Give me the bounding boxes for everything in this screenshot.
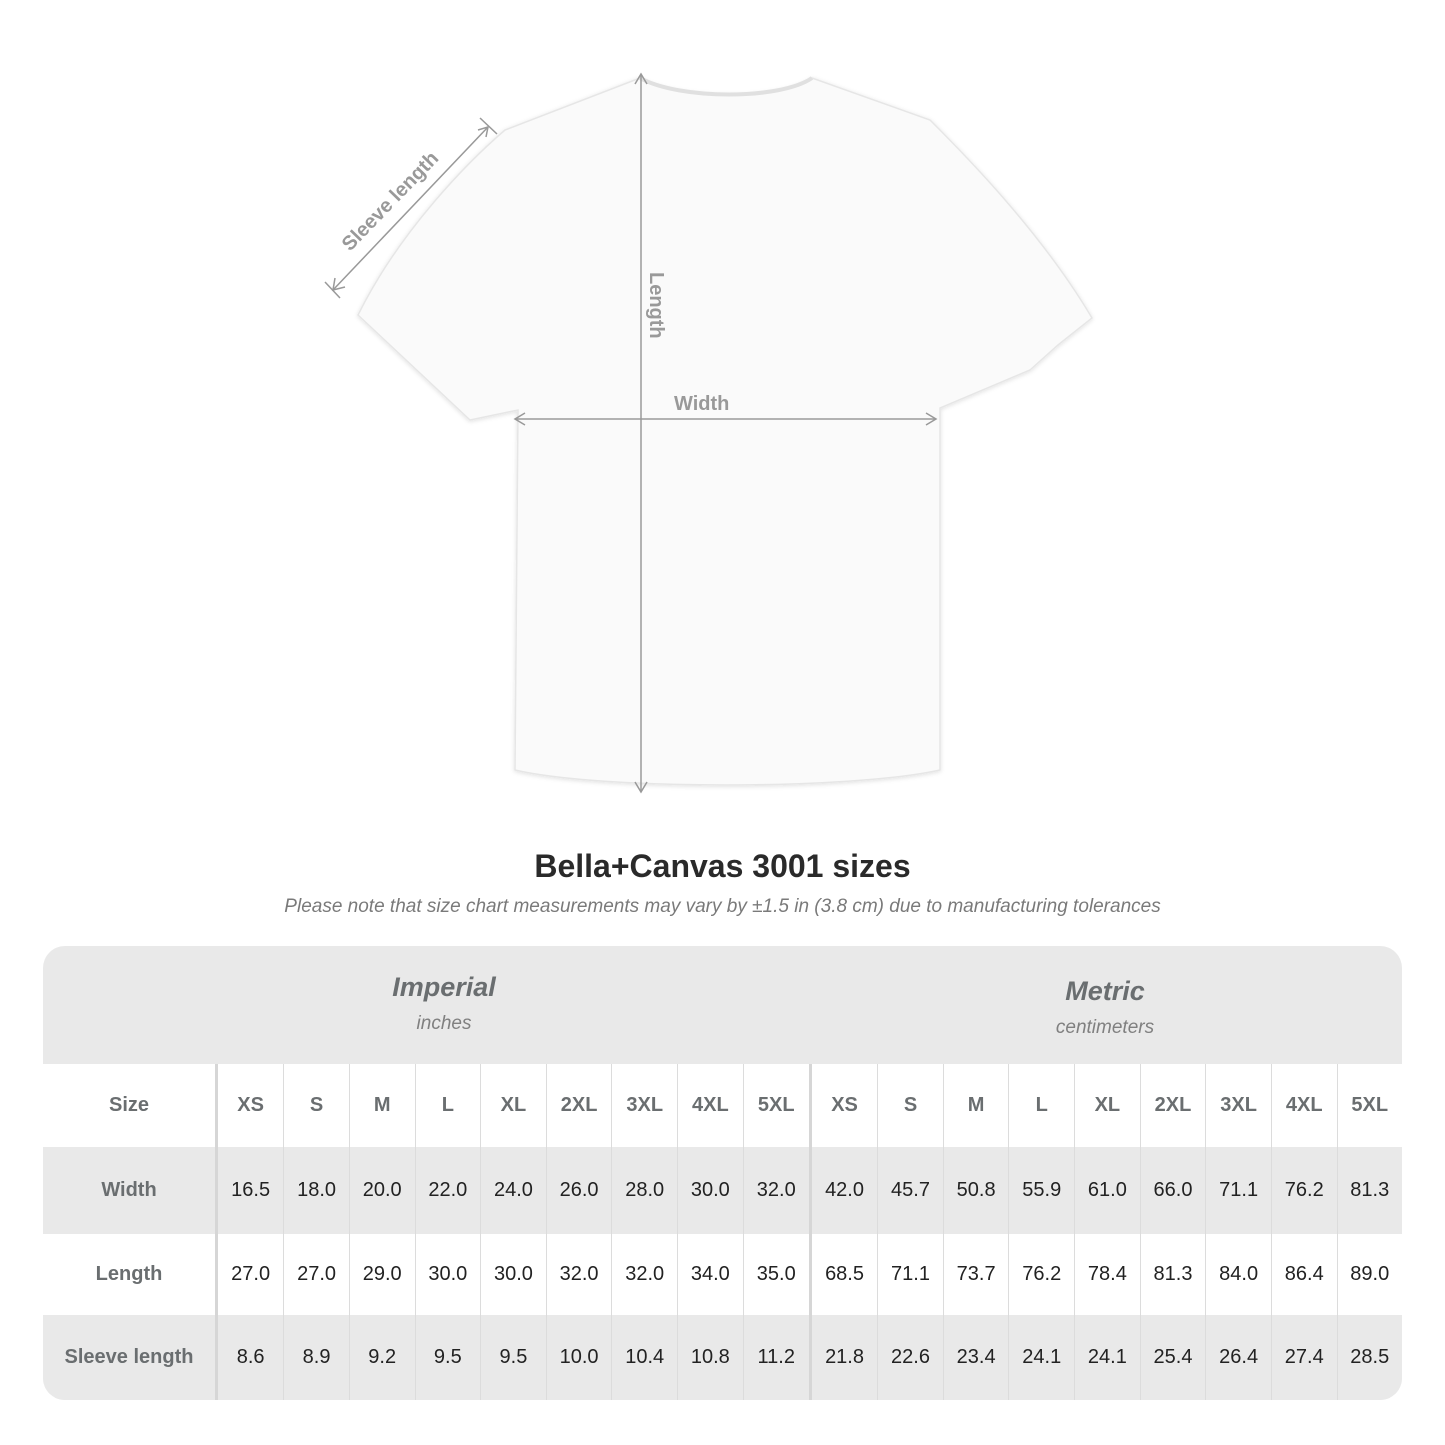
imperial-value: 30.0 — [480, 1234, 547, 1315]
size-header: S — [877, 1064, 944, 1147]
imperial-value: 30.0 — [677, 1147, 744, 1234]
metric-value: 66.0 — [1139, 1147, 1206, 1234]
row-label: Sleeve length — [43, 1315, 218, 1400]
size-header: 4XL — [677, 1064, 744, 1147]
size-table: Size XS S M L XL 2XL 3XL 4XL 5XL XS S M L XL 2XL 3XL 4XL 5… — [43, 1064, 1402, 1400]
imperial-value: 34.0 — [677, 1234, 744, 1315]
metric-value: 24.1 — [1074, 1315, 1141, 1400]
tshirt-diagram: Sleeve length Length Width — [324, 72, 1093, 794]
imperial-value: 9.5 — [414, 1315, 481, 1400]
row-label: Length — [43, 1234, 218, 1315]
metric-value: 24.1 — [1008, 1315, 1075, 1400]
imperial-value: 20.0 — [348, 1147, 416, 1234]
imperial-value: 9.5 — [480, 1315, 547, 1400]
size-chart: Imperial inches Metric centimeters Size X… — [43, 946, 1402, 1400]
metric-unit: centimeters — [1055, 1017, 1155, 1038]
metric-value: 21.8 — [808, 1315, 878, 1400]
metric-value: 55.9 — [1008, 1147, 1075, 1234]
length-label: Length — [645, 272, 667, 339]
metric-value: 81.3 — [1139, 1234, 1206, 1315]
imperial-value: 28.0 — [611, 1147, 678, 1234]
size-header: 2XL — [545, 1064, 612, 1147]
size-header: XL — [480, 1064, 547, 1147]
size-header: L — [414, 1064, 481, 1147]
imperial-unit: inches — [416, 1013, 472, 1034]
tolerance-note: Please note that size chart measurements… — [284, 896, 1161, 917]
metric-value: 76.2 — [1270, 1147, 1338, 1234]
metric-heading: Metric — [1065, 976, 1145, 1006]
tshirt-shape — [357, 77, 1093, 786]
imperial-value: 16.5 — [215, 1147, 284, 1234]
metric-value: 71.1 — [877, 1234, 944, 1315]
metric-value: 73.7 — [942, 1234, 1009, 1315]
imperial-value: 30.0 — [414, 1234, 481, 1315]
metric-value: 86.4 — [1270, 1234, 1338, 1315]
imperial-heading: Imperial — [392, 972, 496, 1002]
imperial-value: 26.0 — [545, 1147, 612, 1234]
imperial-value: 22.0 — [414, 1147, 481, 1234]
size-header-row: Size XS S M L XL 2XL 3XL 4XL 5XL XS S M L XL 2XL 3XL 4XL 5… — [43, 1064, 1402, 1147]
metric-value: 26.4 — [1205, 1315, 1272, 1400]
size-header: S — [283, 1064, 350, 1147]
metric-value: 22.6 — [877, 1315, 944, 1400]
width-label: Width — [674, 393, 729, 415]
imperial-value: 24.0 — [480, 1147, 547, 1234]
metric-value: 45.7 — [877, 1147, 944, 1234]
imperial-value: 32.0 — [545, 1234, 612, 1315]
size-header: M — [348, 1064, 416, 1147]
metric-value: 61.0 — [1074, 1147, 1141, 1234]
table-row: Length 27.0 27.0 29.0 30.0 30.0 32.0 32.0 34.0 35… — [43, 1234, 1402, 1315]
metric-value: 68.5 — [808, 1234, 878, 1315]
imperial-value: 10.4 — [611, 1315, 678, 1400]
metric-value: 42.0 — [808, 1147, 878, 1234]
size-header: 2XL — [1139, 1064, 1206, 1147]
imperial-value: 10.0 — [545, 1315, 612, 1400]
metric-value: 27.4 — [1270, 1315, 1338, 1400]
row-label: Size — [43, 1064, 218, 1147]
metric-value: 28.5 — [1336, 1315, 1402, 1400]
imperial-value: 8.9 — [283, 1315, 350, 1400]
size-header: 5XL — [742, 1064, 811, 1147]
imperial-value: 27.0 — [215, 1234, 284, 1315]
row-label: Width — [43, 1147, 218, 1234]
imperial-value: 9.2 — [348, 1315, 416, 1400]
metric-value: 89.0 — [1336, 1234, 1402, 1315]
table-row: Width 16.5 18.0 20.0 22.0 24.0 26.0 28.0 30.0 32.… — [43, 1147, 1402, 1234]
size-header: L — [1008, 1064, 1075, 1147]
imperial-value: 29.0 — [348, 1234, 416, 1315]
metric-header: Metric centimeters — [808, 976, 1402, 1039]
metric-value: 23.4 — [942, 1315, 1009, 1400]
imperial-header: Imperial inches — [215, 972, 673, 1035]
metric-value: 76.2 — [1008, 1234, 1075, 1315]
imperial-value: 10.8 — [677, 1315, 744, 1400]
size-header: 4XL — [1270, 1064, 1338, 1147]
size-header: 3XL — [1205, 1064, 1272, 1147]
size-header: XL — [1074, 1064, 1141, 1147]
imperial-value: 8.6 — [215, 1315, 284, 1400]
metric-value: 78.4 — [1074, 1234, 1141, 1315]
size-header: 5XL — [1336, 1064, 1402, 1147]
metric-value: 50.8 — [942, 1147, 1009, 1234]
imperial-value: 11.2 — [742, 1315, 811, 1400]
imperial-value: 35.0 — [742, 1234, 811, 1315]
metric-value: 81.3 — [1336, 1147, 1402, 1234]
table-row: Sleeve length 8.6 8.9 9.2 9.5 9.5 10.0 10.4 10.8… — [43, 1315, 1402, 1400]
metric-value: 25.4 — [1139, 1315, 1206, 1400]
size-header: XS — [808, 1064, 878, 1147]
sleeve-arrow — [332, 126, 489, 291]
metric-value: 84.0 — [1205, 1234, 1272, 1315]
imperial-value: 32.0 — [611, 1234, 678, 1315]
imperial-value: 32.0 — [742, 1147, 811, 1234]
size-header: 3XL — [611, 1064, 678, 1147]
page-title: Bella+Canvas 3001 sizes — [534, 848, 911, 884]
imperial-value: 18.0 — [283, 1147, 350, 1234]
size-header: XS — [215, 1064, 284, 1147]
metric-value: 71.1 — [1205, 1147, 1272, 1234]
size-header: M — [942, 1064, 1009, 1147]
imperial-value: 27.0 — [283, 1234, 350, 1315]
